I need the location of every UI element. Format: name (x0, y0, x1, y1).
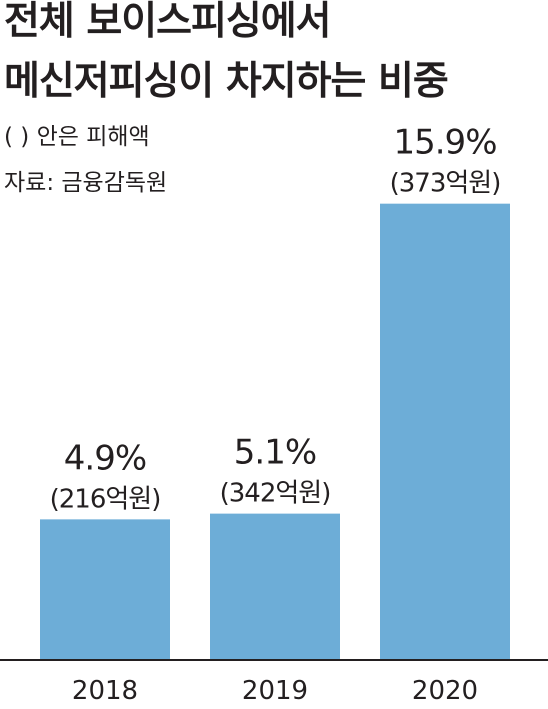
amount-label-2018: (216억원) (50, 484, 161, 514)
amount-label-2019: (342억원) (220, 479, 331, 509)
value-label-2019: 5.1% (234, 433, 316, 473)
bar-2020 (380, 203, 510, 661)
amount-note: ( ) 안은 피해액 (4, 124, 150, 150)
value-label-2020: 15.9% (393, 123, 496, 163)
chart-title-line-2: 메신저피싱이 차지하는 비중 (4, 59, 449, 104)
amount-label-2020: (373억원) (390, 169, 501, 199)
source-note: 자료: 금융감독원 (4, 170, 168, 196)
value-label-2018: 4.9% (64, 438, 146, 478)
bar-2019 (210, 513, 340, 660)
x-tick-label-2019: 2019 (242, 676, 308, 706)
x-tick-label-2020: 2020 (412, 676, 478, 706)
chart-title-line-1: 전체 보이스피싱에서 (4, 0, 331, 44)
bar-2018 (40, 519, 170, 660)
x-tick-label-2018: 2018 (72, 676, 138, 706)
